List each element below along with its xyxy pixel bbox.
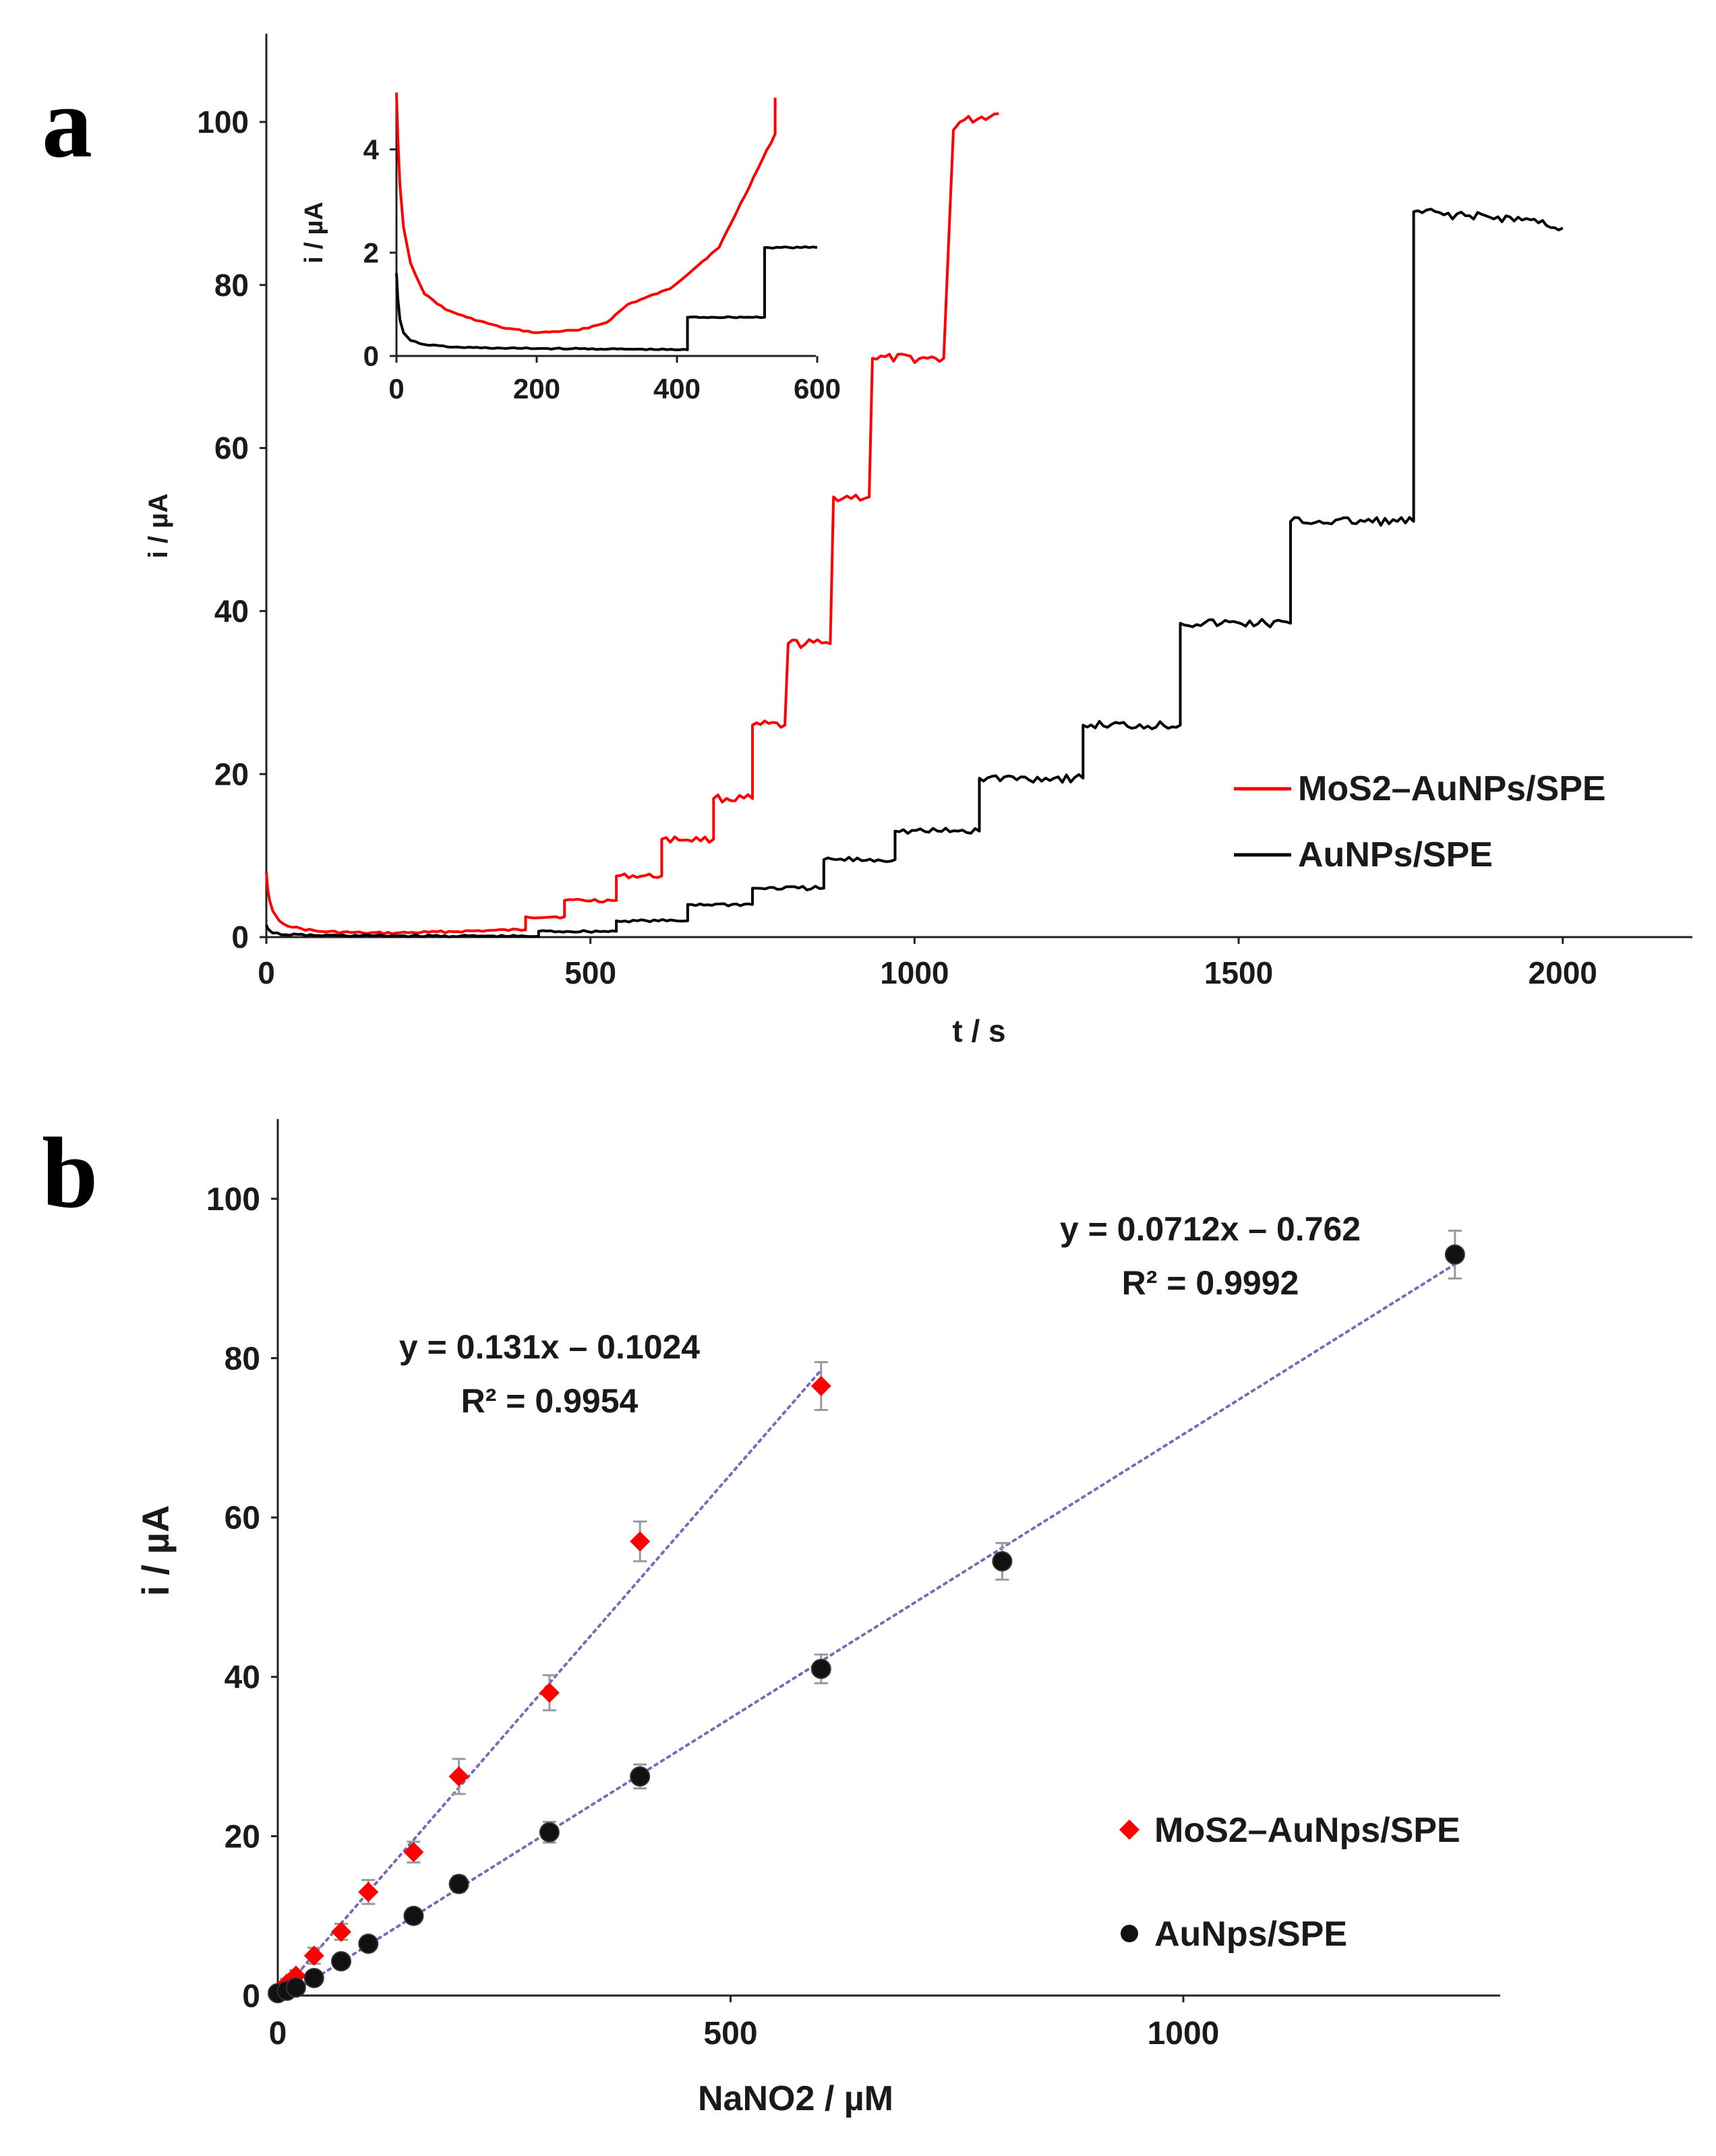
chart-b-y-tick-label: 0	[242, 1979, 260, 2014]
chart-b-x-tick-label: 500	[703, 2016, 757, 2052]
chart-a-x-tick-label: 1000	[880, 955, 949, 990]
chart-a-y-tick-label: 0	[231, 920, 249, 955]
chart-a-x-tick-label: 0	[258, 955, 275, 990]
chart-b-y-tick-label: 100	[206, 1182, 260, 1218]
fit-r2-mos2: R² = 0.9954	[461, 1382, 639, 1420]
chart-a-x-label: t / s	[952, 1013, 1005, 1048]
inset-x-tick-label: 600	[794, 373, 841, 405]
chart-a-legend: MoS2–AuNPs/SPE AuNPs/SPE	[1234, 769, 1606, 874]
inset-x-tick-label: 400	[653, 373, 701, 405]
data-point-circle	[810, 1658, 831, 1679]
data-point-circle	[1444, 1244, 1465, 1265]
inset-y-tick-label: 2	[363, 237, 379, 269]
legend-a-mos2: MoS2–AuNPs/SPE	[1298, 769, 1606, 808]
chart-b-y-tick-label: 40	[225, 1660, 260, 1696]
data-point-circle	[539, 1822, 560, 1843]
chart-a-x-tick-label: 2000	[1529, 955, 1597, 990]
chart-a-series-line-1	[265, 208, 1564, 938]
fit-equation-aunps: y = 0.0712x – 0.762	[1060, 1210, 1361, 1248]
data-point-diamond	[539, 1682, 560, 1703]
chart-b-x-label: NaNO2 / µM	[698, 2079, 893, 2118]
inset-y-label: i / µA	[300, 202, 328, 264]
legend-b-circle-marker	[1121, 1925, 1138, 1942]
data-point-circle	[992, 1551, 1013, 1571]
data-point-diamond	[810, 1375, 831, 1396]
legend-b-mos2: MoS2–AuNps/SPE	[1154, 1811, 1460, 1850]
chart-a-y-label: i / µA	[144, 493, 173, 558]
legend-b-aunps: AuNps/SPE	[1154, 1915, 1347, 1954]
data-point-circle	[331, 1951, 352, 1972]
chart-b-y-label: i / µA	[134, 1505, 177, 1596]
data-point-diamond	[303, 1945, 324, 1966]
chart-b-y-tick-label: 20	[225, 1819, 260, 1855]
chart-a-y-tick-label: 60	[214, 431, 249, 466]
chart-a-inset: 0 2 4 0 200 400 600 i / µA	[300, 92, 841, 405]
chart-a-y-tick-label: 80	[214, 268, 249, 303]
panel-label-b: b	[42, 1117, 98, 1229]
fit-line-1	[276, 1263, 1456, 2004]
inset-series-line-1	[395, 245, 818, 351]
chart-a-x-tick-label: 500	[564, 955, 616, 990]
inset-series-line-0	[395, 92, 777, 334]
data-point-diamond	[448, 1766, 469, 1787]
legend-a-aunps: AuNPs/SPE	[1298, 835, 1493, 874]
data-point-diamond	[358, 1882, 379, 1903]
data-point-circle	[303, 1968, 324, 1988]
data-point-diamond	[331, 1921, 352, 1942]
data-point-circle	[448, 1874, 469, 1894]
data-point-circle	[630, 1766, 651, 1787]
inset-y-tick-label: 0	[363, 340, 379, 372]
data-point-circle	[403, 1905, 424, 1926]
chart-a-y-tick-label: 100	[197, 104, 249, 140]
chart-a-y-tick-label: 20	[214, 756, 249, 791]
chart-a-series-line-0	[265, 112, 999, 936]
inset-x-tick-label: 0	[388, 373, 404, 405]
chart-a-x-tick-label: 1500	[1204, 955, 1273, 990]
panel-label-a: a	[42, 67, 92, 179]
data-point-circle	[285, 1977, 306, 1998]
inset-y-tick-label: 4	[363, 133, 380, 165]
chart-b-legend: MoS2–AuNps/SPE AuNps/SPE	[1119, 1811, 1460, 1954]
chart-b-x-tick-label: 1000	[1148, 2016, 1220, 2052]
data-point-diamond	[403, 1842, 424, 1863]
legend-b-diamond-marker	[1119, 1820, 1140, 1840]
inset-x-tick-label: 200	[513, 373, 560, 405]
fit-equation-mos2: y = 0.131x – 0.1024	[399, 1328, 700, 1366]
chart-b-y-tick-label: 60	[225, 1501, 260, 1536]
chart-b-y-tick-label: 80	[225, 1341, 260, 1377]
chart-a-y-tick-label: 40	[214, 593, 249, 628]
fit-r2-aunps: R² = 0.9992	[1122, 1264, 1299, 1302]
data-point-circle	[358, 1934, 379, 1954]
chart-b-x-tick-label: 0	[269, 2016, 287, 2052]
data-point-diamond	[630, 1531, 651, 1552]
